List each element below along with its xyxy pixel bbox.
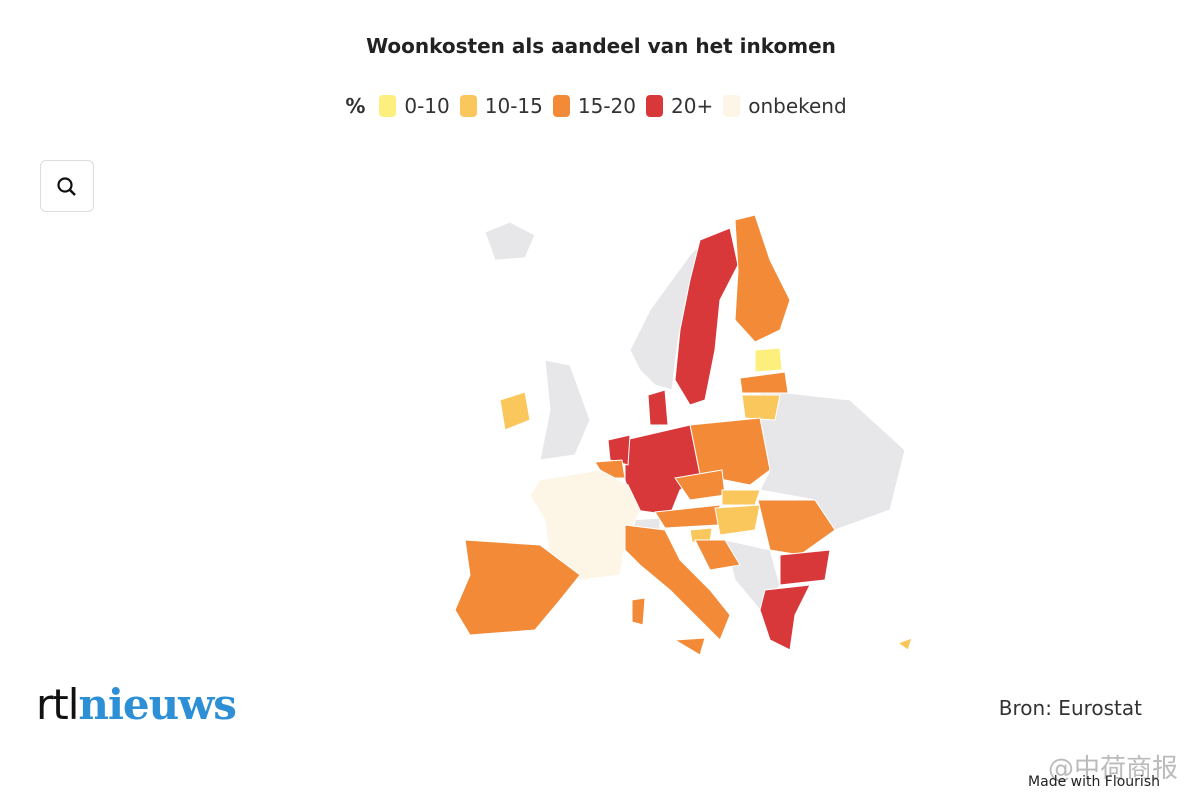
logo-part: nieuws	[78, 680, 237, 729]
country[interactable]	[647, 389, 669, 426]
country[interactable]	[631, 597, 646, 626]
country[interactable]	[754, 347, 783, 373]
country[interactable]	[739, 371, 789, 394]
legend-swatch	[723, 95, 741, 117]
country[interactable]	[779, 549, 831, 586]
legend: % 0-10 10-15 15-20 20+ onbekend	[0, 94, 1202, 118]
legend-item: 0-10	[379, 94, 450, 118]
legend-label: 10-15	[484, 94, 543, 118]
legend-swatch	[379, 95, 397, 117]
legend-swatch	[646, 95, 663, 117]
country[interactable]	[529, 469, 641, 581]
legend-label: 0-10	[404, 94, 450, 118]
search-icon	[57, 177, 76, 196]
legend-label: onbekend	[748, 94, 847, 118]
logo: rtlnieuws	[36, 680, 237, 729]
country[interactable]	[694, 539, 741, 571]
country[interactable]	[757, 499, 836, 556]
country[interactable]	[759, 584, 811, 651]
source: Bron: Eurostat	[998, 696, 1142, 720]
legend-item: 15-20	[552, 94, 636, 118]
legend-swatch	[552, 95, 570, 117]
country[interactable]	[499, 391, 531, 431]
legend-label: 15-20	[577, 94, 636, 118]
country[interactable]	[734, 214, 791, 343]
country[interactable]	[673, 637, 706, 656]
country[interactable]	[741, 394, 781, 421]
legend-swatch	[459, 95, 477, 117]
regions	[454, 214, 913, 656]
logo-part: rtl	[36, 680, 79, 729]
legend-unit: %	[345, 94, 366, 118]
country[interactable]	[674, 227, 739, 406]
country[interactable]	[896, 637, 913, 651]
legend-item: 20+	[646, 94, 713, 118]
country[interactable]	[454, 539, 581, 636]
search-button[interactable]	[40, 160, 94, 212]
credit[interactable]: Made with Flourish	[1028, 774, 1160, 790]
country[interactable]	[624, 524, 731, 641]
watermark: @中荷商报	[1047, 754, 1178, 784]
legend-item: onbekend	[723, 94, 847, 118]
legend-item: 10-15	[459, 94, 543, 118]
title: Woonkosten als aandeel van het inkomen	[366, 34, 836, 58]
legend-label: 20+	[671, 94, 714, 118]
country[interactable]	[607, 434, 631, 466]
country[interactable]	[714, 504, 761, 536]
country[interactable]	[721, 489, 761, 506]
